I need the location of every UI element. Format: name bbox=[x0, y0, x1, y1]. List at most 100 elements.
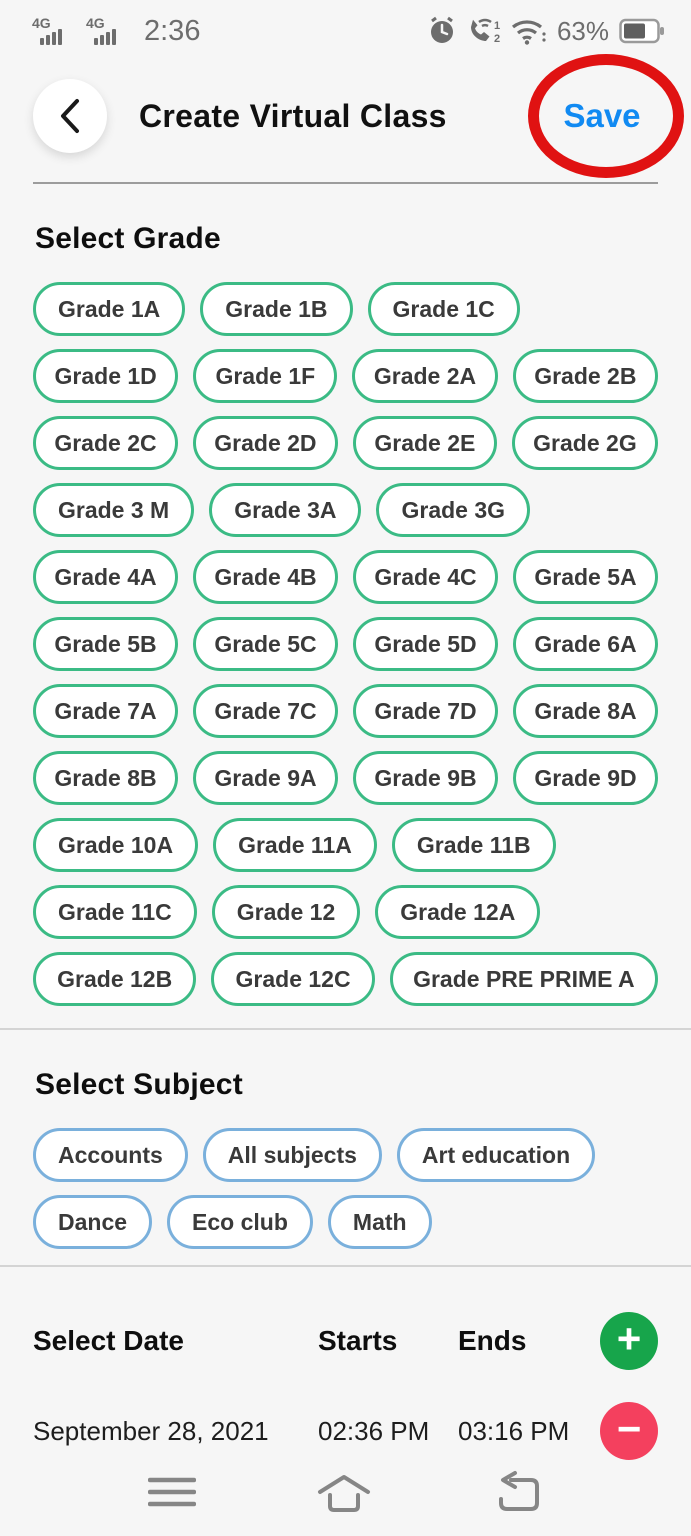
grade-row: Grade 1A Grade 1B Grade 1C bbox=[33, 282, 658, 336]
grade-chip[interactable]: Grade 7C bbox=[193, 684, 338, 738]
battery-icon bbox=[619, 18, 664, 44]
menu-icon bbox=[148, 1477, 196, 1507]
grade-chip[interactable]: Grade 2D bbox=[192, 416, 338, 470]
alarm-icon bbox=[430, 16, 453, 43]
svg-text:2: 2 bbox=[494, 33, 500, 45]
grade-chip[interactable]: Grade 1C bbox=[367, 282, 520, 336]
minus-icon: − bbox=[616, 1405, 642, 1452]
select-grade-title: Select Grade bbox=[35, 222, 221, 255]
grade-row: Grade 12B Grade 12C Grade PRE PRIME A bbox=[33, 952, 658, 1006]
select-subject-section: Select Subject Accounts All subjects Art… bbox=[0, 1068, 691, 1249]
grade-chip[interactable]: Grade 10A bbox=[33, 818, 199, 872]
grade-chip[interactable]: Grade 12B bbox=[33, 952, 197, 1006]
grade-chip[interactable]: Grade 11C bbox=[33, 885, 197, 939]
grade-chip[interactable]: Grade 1A bbox=[33, 282, 186, 336]
subject-chip[interactable]: Art education bbox=[396, 1128, 596, 1182]
grade-chip[interactable]: Grade 9A bbox=[193, 751, 338, 805]
grade-row: Grade 3 M Grade 3A Grade 3G bbox=[33, 483, 658, 537]
grade-chip[interactable]: Grade 11A bbox=[213, 818, 377, 872]
back-button[interactable] bbox=[33, 79, 107, 153]
grade-row: Grade 1D Grade 1F Grade 2A Grade 2B bbox=[33, 349, 658, 403]
grade-row: Grade 8B Grade 9A Grade 9B Grade 9D bbox=[33, 751, 658, 805]
status-bar: 4G 4G 2:36 1 2 63% bbox=[0, 0, 691, 52]
subject-chip[interactable]: Dance bbox=[33, 1195, 153, 1249]
grade-chip[interactable]: Grade 4C bbox=[353, 550, 498, 604]
date-header-row: Select Date Starts Ends + bbox=[33, 1311, 658, 1371]
wifi-calling-icon: 1 2 bbox=[470, 18, 500, 45]
grade-chip[interactable]: Grade 4B bbox=[193, 550, 338, 604]
add-date-button[interactable]: + bbox=[600, 1312, 658, 1370]
end-time-value[interactable]: 03:16 PM bbox=[458, 1415, 570, 1446]
subject-chip[interactable]: Math bbox=[327, 1195, 432, 1249]
subject-chip[interactable]: Accounts bbox=[33, 1128, 188, 1182]
divider bbox=[0, 1028, 691, 1030]
select-grade-section: Select Grade Grade 1A Grade 1B Grade 1C … bbox=[0, 222, 691, 1006]
grade-chip[interactable]: Grade 7A bbox=[33, 684, 178, 738]
battery-percent: 63% bbox=[556, 15, 609, 46]
grade-chip[interactable]: Grade 9B bbox=[353, 751, 498, 805]
plus-icon: + bbox=[616, 1315, 642, 1362]
grade-row: Grade 5B Grade 5C Grade 5D Grade 6A bbox=[33, 617, 658, 671]
subject-row: Dance Eco club Math bbox=[33, 1195, 658, 1249]
grade-chip[interactable]: Grade 8B bbox=[33, 751, 178, 805]
grade-chip[interactable]: Grade 4A bbox=[33, 550, 178, 604]
subject-row: Accounts All subjects Art education bbox=[33, 1128, 658, 1182]
grade-chip[interactable]: Grade 2G bbox=[511, 416, 658, 470]
grade-chip[interactable]: Grade 9D bbox=[513, 751, 658, 805]
subject-chip[interactable]: Eco club bbox=[167, 1195, 313, 1249]
date-row: September 28, 2021 02:36 PM 03:16 PM − bbox=[33, 1401, 658, 1461]
home-button[interactable] bbox=[316, 1470, 372, 1514]
grade-chip[interactable]: Grade 5C bbox=[193, 617, 338, 671]
grade-chip[interactable]: Grade 2B bbox=[512, 349, 658, 403]
grade-chip[interactable]: Grade 7D bbox=[353, 684, 498, 738]
network-type-label: 4G bbox=[32, 15, 51, 31]
grade-chip[interactable]: Grade 5D bbox=[353, 617, 498, 671]
grade-chip[interactable]: Grade 5B bbox=[33, 617, 178, 671]
menu-button[interactable] bbox=[148, 1472, 196, 1512]
grade-chip[interactable]: Grade 6A bbox=[513, 617, 658, 671]
grade-chip[interactable]: Grade 3 M bbox=[33, 483, 195, 537]
bottom-navigation bbox=[0, 1448, 691, 1536]
grade-chip[interactable]: Grade 3G bbox=[376, 483, 531, 537]
starts-label: Starts bbox=[318, 1325, 398, 1356]
network-type-label: 4G bbox=[86, 15, 105, 31]
grade-row: Grade 7A Grade 7C Grade 7D Grade 8A bbox=[33, 684, 658, 738]
select-date-label: Select Date bbox=[33, 1325, 184, 1356]
nav-back-button[interactable] bbox=[491, 1469, 543, 1515]
subject-chip[interactable]: All subjects bbox=[202, 1128, 382, 1182]
grade-chip[interactable]: Grade 2C bbox=[33, 416, 178, 470]
header: Create Virtual Class Save bbox=[0, 54, 691, 178]
signal-sim2-icon: 4G bbox=[86, 15, 132, 47]
grade-chip[interactable]: Grade 1B bbox=[200, 282, 353, 336]
grade-chip[interactable]: Grade 12 bbox=[211, 885, 361, 939]
remove-date-button[interactable]: − bbox=[600, 1402, 658, 1460]
grade-chip[interactable]: Grade 1D bbox=[33, 349, 179, 403]
grade-chip[interactable]: Grade 11B bbox=[391, 818, 556, 872]
clock-time: 2:36 bbox=[144, 14, 201, 47]
grade-chip[interactable]: Grade 1F bbox=[193, 349, 338, 403]
divider bbox=[0, 1265, 691, 1267]
grade-chip[interactable]: Grade 5A bbox=[513, 550, 658, 604]
select-subject-title: Select Subject bbox=[35, 1068, 243, 1101]
grade-row: Grade 4A Grade 4B Grade 4C Grade 5A bbox=[33, 550, 658, 604]
grade-chip[interactable]: Grade 12C bbox=[211, 952, 375, 1006]
grade-row: Grade 2C Grade 2D Grade 2E Grade 2G bbox=[33, 416, 658, 470]
date-value[interactable]: September 28, 2021 bbox=[33, 1415, 269, 1446]
grade-chip[interactable]: Grade PRE PRIME A bbox=[389, 952, 658, 1006]
select-date-section: Select Date Starts Ends + September 28, … bbox=[0, 1311, 691, 1461]
grade-chip[interactable]: Grade 2A bbox=[352, 349, 498, 403]
ends-label: Ends bbox=[458, 1325, 527, 1356]
save-button[interactable]: Save bbox=[563, 97, 641, 134]
start-time-value[interactable]: 02:36 PM bbox=[318, 1415, 430, 1446]
grade-row: Grade 11C Grade 12 Grade 12A bbox=[33, 885, 658, 939]
home-icon bbox=[317, 1475, 370, 1512]
grade-chip[interactable]: Grade 8A bbox=[513, 684, 658, 738]
signal-sim1-icon: 4G bbox=[32, 15, 78, 47]
grade-chip[interactable]: Grade 12A bbox=[375, 885, 541, 939]
svg-text:1: 1 bbox=[494, 20, 500, 32]
grade-chip[interactable]: Grade 3A bbox=[209, 483, 362, 537]
wifi-icon bbox=[511, 20, 546, 45]
grade-chip[interactable]: Grade 2E bbox=[352, 416, 497, 470]
page-title: Create Virtual Class bbox=[139, 97, 447, 134]
return-icon bbox=[499, 1471, 539, 1511]
